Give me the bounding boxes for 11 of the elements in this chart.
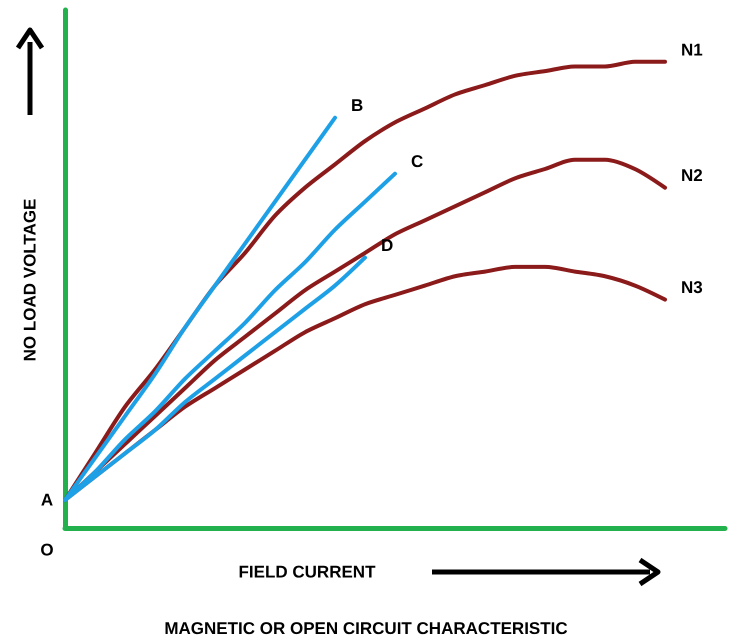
text: A <box>40 490 54 510</box>
y-axis-title: NO LOAD VOLTAGE <box>20 198 40 362</box>
series-label: N1 <box>681 40 703 60</box>
series-label: D <box>381 236 394 256</box>
series-label: N3 <box>681 278 703 298</box>
series-label: N2 <box>681 166 703 186</box>
text: O <box>40 540 54 560</box>
text: MAGNETIC OR OPEN CIRCUIT CHARACTERISTIC <box>164 619 568 638</box>
series-label: B <box>351 96 364 116</box>
x-axis-title: FIELD CURRENT <box>238 562 376 582</box>
series-label: C <box>411 152 424 172</box>
